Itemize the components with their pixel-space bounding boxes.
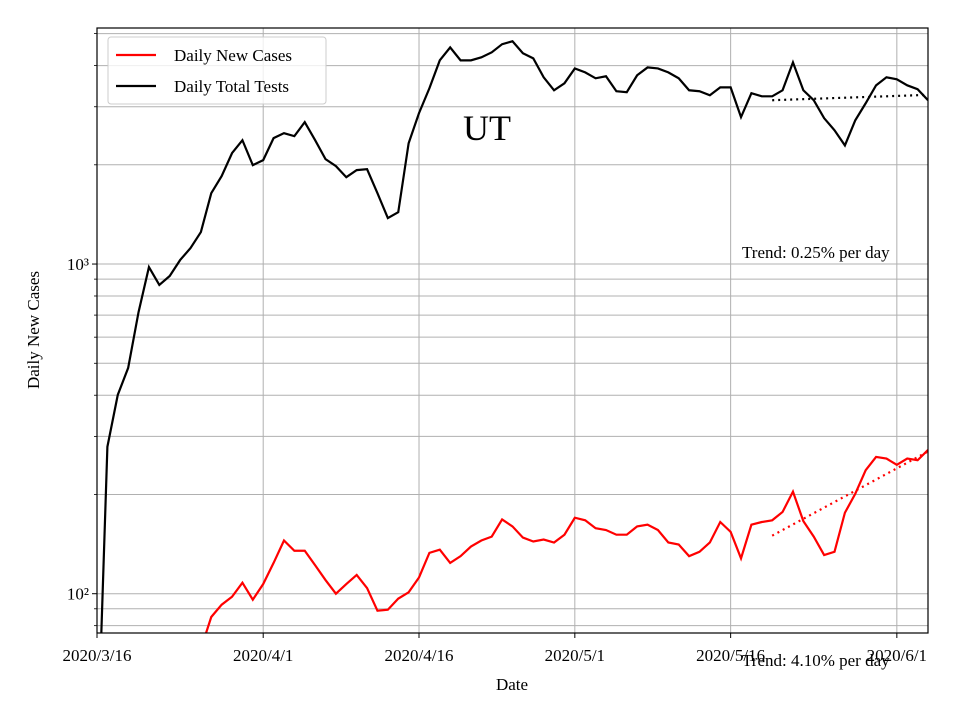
legend-box bbox=[107, 36, 327, 105]
x-tick-label: 2020/5/1 bbox=[545, 646, 605, 665]
chart-title: UT bbox=[463, 108, 511, 148]
trend-annotation: Trend: 4.10% per day bbox=[742, 651, 890, 670]
x-tick-label: 2020/5/16 bbox=[696, 646, 765, 665]
series-line bbox=[100, 40, 928, 633]
x-tick-label: 2020/4/16 bbox=[385, 646, 454, 665]
grid bbox=[96, 28, 928, 633]
plot-area bbox=[100, 40, 928, 633]
y-axis-label: Daily New Cases bbox=[24, 271, 43, 389]
x-tick-label: 2020/6/1 bbox=[867, 646, 927, 665]
x-tick-label: 2020/4/1 bbox=[233, 646, 293, 665]
axes-frame bbox=[96, 27, 929, 634]
legend: Daily New Cases Daily Total Tests bbox=[107, 36, 327, 105]
ticks: 10² 10³ 2020/3/16 2020/4/1 2020/4/16 2020/5/1… bbox=[63, 33, 927, 665]
trend-annotation: Trend: 0.25% per day bbox=[742, 243, 890, 262]
legend-label: Daily New Cases bbox=[174, 46, 292, 65]
x-tick-label: 2020/3/16 bbox=[63, 646, 132, 665]
trend-line bbox=[772, 93, 928, 102]
legend-label: Daily Total Tests bbox=[174, 77, 289, 96]
y-tick-label: 10² bbox=[67, 585, 89, 604]
x-axis-label: Date bbox=[496, 675, 528, 694]
series-line bbox=[204, 449, 928, 633]
y-tick-label: 10³ bbox=[67, 255, 89, 274]
